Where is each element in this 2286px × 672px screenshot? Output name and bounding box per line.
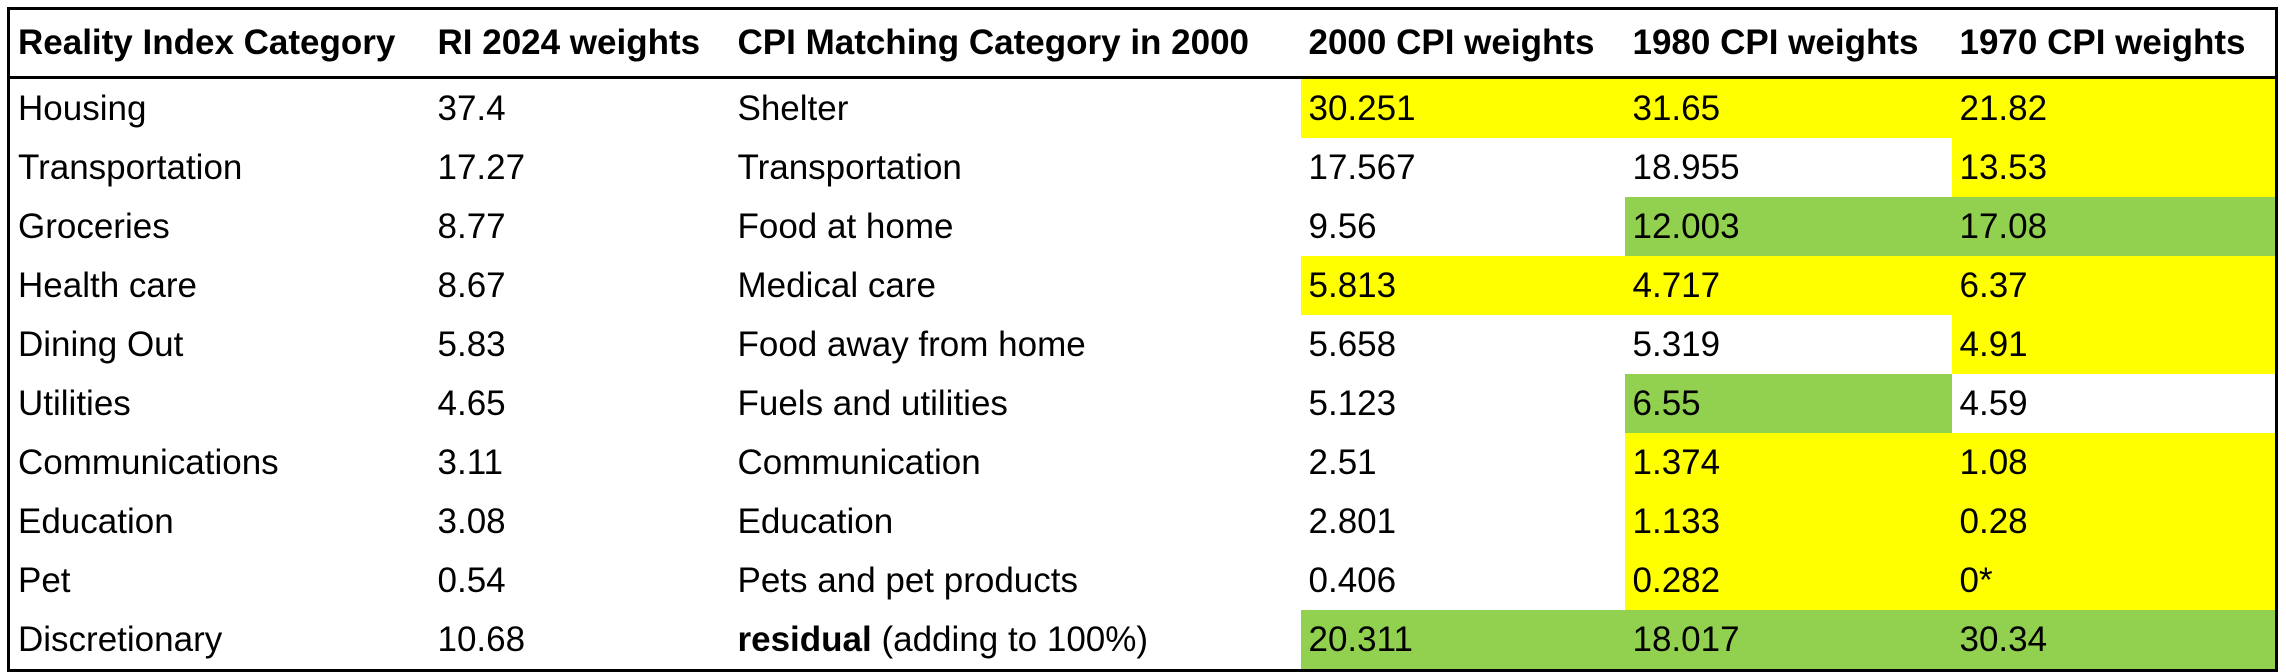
- table-cell: Education: [737, 501, 894, 541]
- cell-text-bold: residual: [737, 619, 872, 659]
- table-cell: Groceries: [18, 206, 170, 246]
- table-cell: 3.11: [437, 442, 504, 482]
- table-cell: Communication: [737, 442, 981, 482]
- table-cell: 4.91: [1951, 315, 2277, 374]
- table-cell: 5.83: [437, 324, 506, 364]
- table-cell: 18.017: [1624, 610, 1952, 671]
- table-cell: 17.08: [1951, 197, 2277, 256]
- header-cell: 2000 CPI weights: [1300, 8, 1625, 79]
- table-cell: 4.717: [1624, 256, 1952, 315]
- table-cell: 0*: [1951, 551, 2277, 610]
- table-cell: Pets and pet products: [737, 560, 1079, 600]
- table-cell: Medical care: [737, 265, 936, 305]
- table-cell: Food away from home: [737, 324, 1086, 364]
- table-cell: 2.801: [1308, 501, 1397, 541]
- header-cell: CPI Matching Category in 2000: [729, 8, 1301, 79]
- table-row: Discretionary 10.68 residual (adding to 10…: [9, 610, 2277, 671]
- table-cell: Utilities: [18, 383, 131, 423]
- table-cell: Health care: [18, 265, 197, 305]
- table-cell: 13.53: [1951, 138, 2277, 197]
- table-cell: Housing: [18, 88, 147, 128]
- table-cell: 5.813: [1300, 256, 1625, 315]
- table-body: Housing 37.4 Shelter 30.251 31.65 21.82 Transp…: [9, 77, 2277, 671]
- table-cell: Transportation: [737, 147, 962, 187]
- table-cell: 5.319: [1632, 324, 1721, 364]
- table-row: Communications 3.11 Communication 2.51 1.374…: [9, 433, 2277, 492]
- table-cell: 8.67: [437, 265, 506, 305]
- table-cell: Shelter: [737, 88, 849, 128]
- table-cell: 4.65: [437, 383, 506, 423]
- table-cell: 31.65: [1624, 77, 1952, 138]
- table-cell: 30.34: [1951, 610, 2277, 671]
- table-row: Utilities 4.65 Fuels and utilities 5.123 6.5…: [9, 374, 2277, 433]
- table-cell: Pet: [18, 560, 71, 600]
- table-cell: 37.4: [437, 88, 506, 128]
- table-cell: Transportation: [18, 147, 243, 187]
- table-cell: residual (adding to 100%): [730, 610, 1301, 671]
- table-cell: 30.251: [1300, 77, 1625, 138]
- header-cell: Reality Index Category: [8, 8, 430, 79]
- table-cell: 20.311: [1300, 610, 1625, 671]
- table-cell: Dining Out: [18, 324, 184, 364]
- table-cell: 3.08: [437, 501, 506, 541]
- header-cell: 1980 CPI weights: [1624, 8, 1952, 79]
- header-row: Reality Index Category RI 2024 weights CPI…: [8, 8, 2277, 79]
- table-cell: 0.28: [1951, 492, 2277, 551]
- table-cell: Education: [18, 501, 174, 541]
- table-cell: 6.37: [1951, 256, 2277, 315]
- table-cell: 9.56: [1308, 206, 1377, 246]
- table-cell: 10.68: [437, 619, 526, 659]
- table-row: Education 3.08 Education 2.801 1.133 0.28: [9, 492, 2277, 551]
- header-cell: RI 2024 weights: [429, 8, 730, 79]
- table-row: Transportation 17.27 Transportation 17.567 1…: [9, 138, 2277, 197]
- table-cell: 8.77: [437, 206, 506, 246]
- table-cell: 5.658: [1308, 324, 1397, 364]
- table-cell: 0.406: [1308, 560, 1397, 600]
- table-row: Pet 0.54 Pets and pet products 0.406 0.282 0*: [9, 551, 2277, 610]
- table-cell: 18.955: [1632, 147, 1740, 187]
- table-cell: Communications: [18, 442, 279, 482]
- cell-text: (adding to 100%): [881, 619, 1149, 659]
- table-cell: Food at home: [737, 206, 954, 246]
- table-cell: 17.567: [1308, 147, 1416, 187]
- data-table: Reality Index Category RI 2024 weights CPI…: [7, 7, 2278, 672]
- table-cell: 12.003: [1624, 197, 1952, 256]
- table-cell: 6.55: [1624, 374, 1952, 433]
- table-row: Health care 8.67 Medical care 5.813 4.717 6.3…: [9, 256, 2277, 315]
- table-cell: 5.123: [1308, 383, 1397, 423]
- table-cell: 1.133: [1624, 492, 1952, 551]
- table-row: Groceries 8.77 Food at home 9.56 12.003 17.08: [9, 197, 2277, 256]
- table-cell: Fuels and utilities: [737, 383, 1008, 423]
- table-row: Dining Out 5.83 Food away from home 5.658 5.…: [9, 315, 2277, 374]
- table-cell: 21.82: [1951, 77, 2277, 138]
- table-cell: 0.54: [437, 560, 506, 600]
- table-cell: 4.59: [1959, 383, 2028, 423]
- table-cell: 2.51: [1308, 442, 1377, 482]
- sheet: Reality Index Category RI 2024 weights CPI…: [7, 7, 2278, 672]
- table-row: Housing 37.4 Shelter 30.251 31.65 21.82: [9, 77, 2277, 138]
- table-cell: 1.374: [1624, 433, 1952, 492]
- table-cell: 0.282: [1624, 551, 1952, 610]
- table-cell: 17.27: [437, 147, 526, 187]
- header-cell: 1970 CPI weights: [1951, 8, 2277, 79]
- table-cell: 1.08: [1951, 433, 2277, 492]
- table-cell: Discretionary: [18, 619, 223, 659]
